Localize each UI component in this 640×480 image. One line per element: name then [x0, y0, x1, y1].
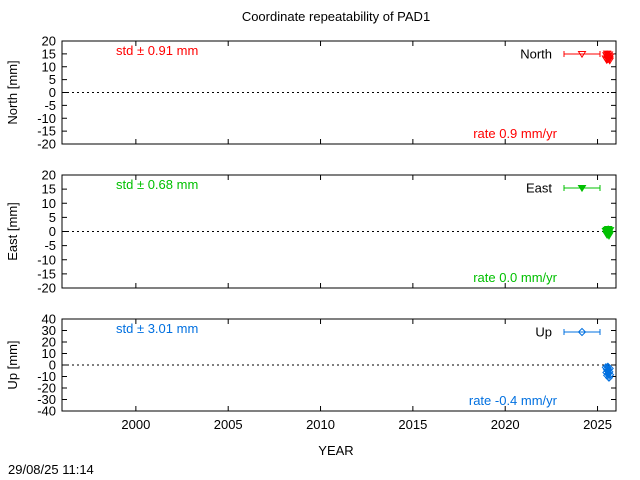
std-annotation: std ± 0.68 mm: [116, 177, 198, 192]
legend-label: Up: [535, 325, 552, 340]
y-tick-label: -5: [44, 98, 56, 113]
y-tick-label: 5: [49, 72, 56, 87]
y-tick-label: -5: [44, 238, 56, 253]
y-tick-label: -20: [37, 281, 56, 296]
data-point: [605, 53, 615, 61]
x-tick-label: 2000: [121, 417, 150, 432]
x-tick-label: 2015: [398, 417, 427, 432]
y-tick-label: -40: [37, 404, 56, 419]
std-annotation: std ± 3.01 mm: [116, 321, 198, 336]
rate-annotation: rate -0.4 mm/yr: [469, 393, 558, 408]
legend-marker: [577, 327, 587, 337]
x-tick-label: 2010: [306, 417, 335, 432]
y-tick-label: 30: [42, 323, 56, 338]
data-point: [605, 367, 614, 377]
y-tick-label: 10: [42, 59, 56, 74]
y-axis-title: East [mm]: [5, 202, 20, 261]
y-tick-label: 15: [42, 46, 56, 61]
y-tick-label: 40: [42, 312, 56, 327]
chart-title: Coordinate repeatability of PAD1: [242, 9, 430, 24]
rate-annotation: rate 0.9 mm/yr: [473, 126, 557, 141]
x-axis-title: YEAR: [318, 443, 353, 458]
y-tick-label: -10: [37, 252, 56, 267]
y-axis-title: Up [mm]: [5, 340, 20, 389]
y-tick-label: 20: [42, 168, 56, 183]
y-tick-label: 10: [42, 346, 56, 361]
legend-label: North: [520, 47, 552, 62]
y-tick-label: -30: [37, 392, 56, 407]
data-point: [605, 227, 615, 235]
y-tick-label: 0: [49, 85, 56, 100]
y-tick-label: 5: [49, 210, 56, 225]
x-axis: 2000 2005 2010 2015 2020 2025: [121, 417, 612, 432]
y-tick-label: 0: [49, 358, 56, 373]
data-points: [601, 50, 615, 65]
y-tick-label: -10: [37, 369, 56, 384]
data-points: [601, 362, 615, 382]
std-annotation: std ± 0.91 mm: [116, 43, 198, 58]
y-tick-label: 20: [42, 34, 56, 49]
y-tick-label: -10: [37, 111, 56, 126]
timestamp: 29/08/25 11:14: [8, 462, 94, 477]
y-tick-label: 20: [42, 335, 56, 350]
x-tick-label: 2005: [214, 417, 243, 432]
y-tick-label: 0: [49, 224, 56, 239]
rate-annotation: rate 0.0 mm/yr: [473, 270, 557, 285]
y-tick-label: -15: [37, 124, 56, 139]
data-points: [601, 225, 615, 240]
y-tick-label: -20: [37, 137, 56, 152]
legend-marker: [577, 51, 587, 59]
y-axis-title: North [mm]: [5, 60, 20, 124]
y-tick-label: -15: [37, 266, 56, 281]
data-point: [605, 370, 615, 379]
x-tick-label: 2020: [491, 417, 520, 432]
y-tick-label: -20: [37, 381, 56, 396]
legend-label: East: [526, 181, 552, 196]
legend-marker: [577, 185, 587, 193]
y-tick-label: 15: [42, 182, 56, 197]
x-tick-label: 2025: [583, 417, 612, 432]
y-tick-label: 10: [42, 196, 56, 211]
data-point: [604, 56, 614, 64]
